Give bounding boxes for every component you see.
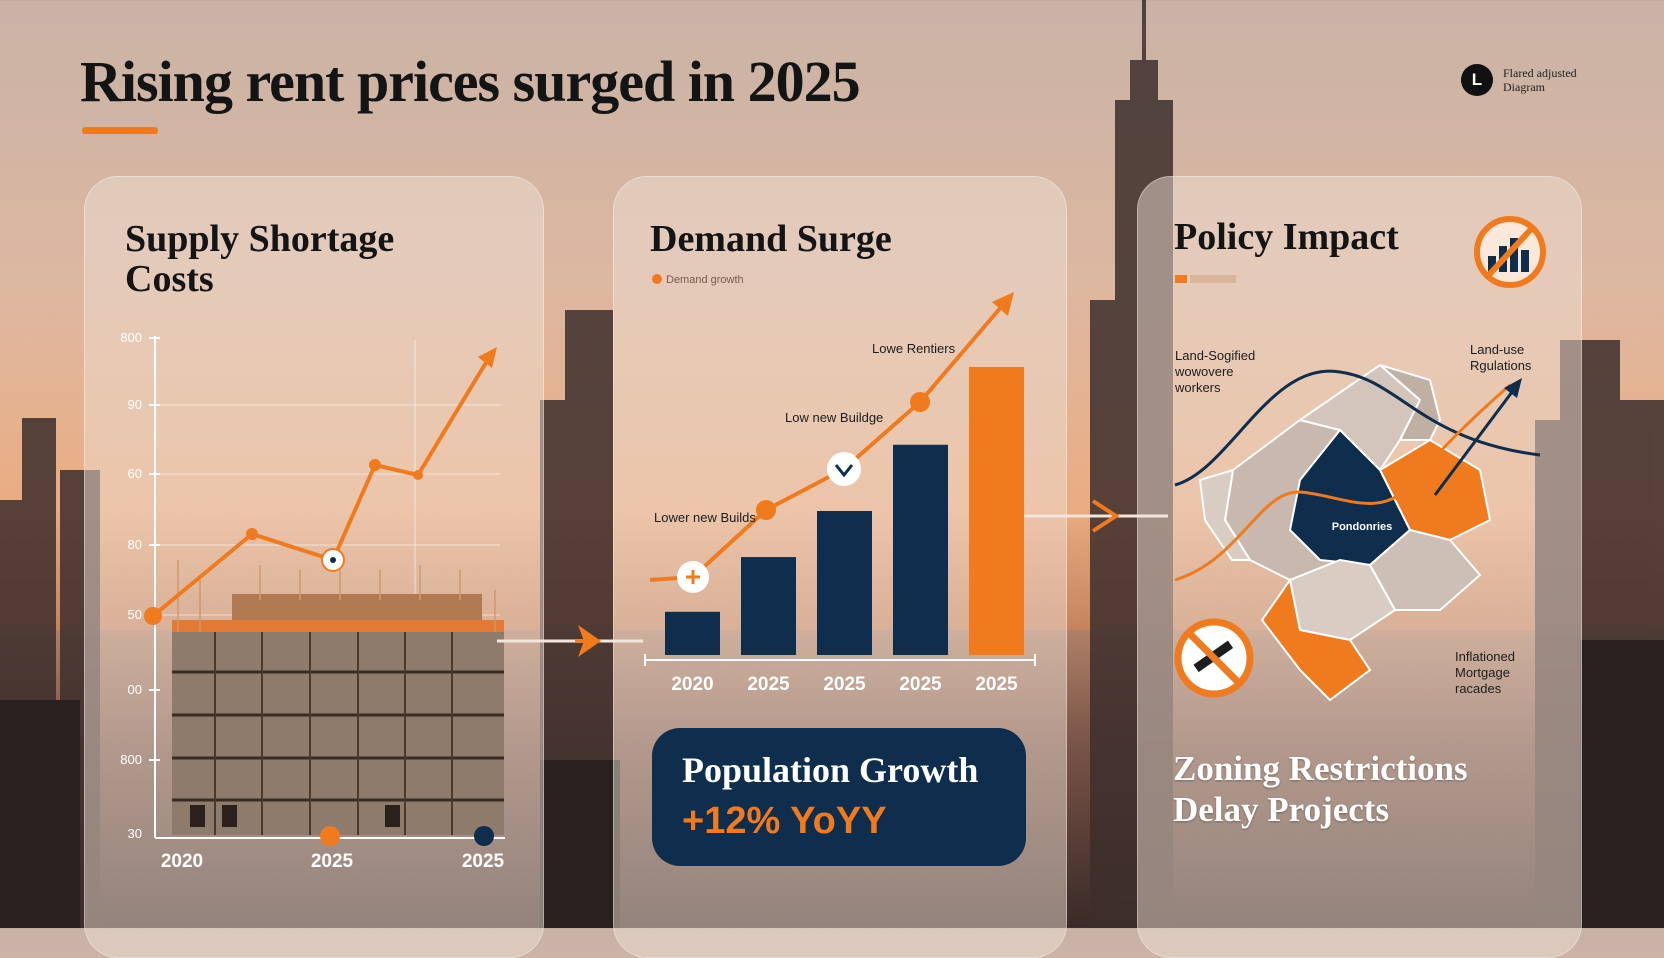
zoning-restrictions-text: Zoning Restrictions Delay Projects	[1173, 748, 1468, 830]
orange-marker-icon	[320, 826, 340, 846]
annotation-low-new-buildge: Low new Buildge	[785, 410, 883, 425]
policy-panel-title: Policy Impact	[1174, 216, 1399, 258]
policy-label-bottom-1: Inflationed	[1455, 649, 1515, 664]
dot-marker-icon	[474, 826, 494, 846]
connector-arrow-1	[497, 625, 643, 657]
demand-bar	[969, 367, 1024, 655]
demand-bars	[665, 367, 1024, 655]
supply-y-tick: 800	[120, 330, 142, 345]
demand-x-label: 2020	[671, 674, 713, 695]
supply-x-label: 2025	[311, 851, 354, 872]
policy-label-right-2: Rgulations	[1470, 358, 1532, 373]
policy-label-left-1: Land-Sogified	[1175, 348, 1255, 363]
supply-title-line-1: Supply Shortage	[125, 218, 395, 260]
population-growth-label: Population Growth	[682, 750, 979, 790]
supply-y-tick: 90	[128, 397, 142, 412]
supply-y-tick: 30	[128, 826, 142, 841]
supply-panel-title: Supply Shortage Costs	[125, 219, 394, 299]
page-title: Rising rent prices surged in 2025	[80, 49, 861, 114]
demand-legend-text: Demand growth	[666, 274, 744, 286]
supply-y-tick: 60	[128, 466, 142, 481]
supply-y-tick: 00	[128, 682, 142, 697]
policy-label-bottom-2: Mortgage	[1455, 665, 1510, 680]
supply-y-tick: 80	[128, 537, 142, 552]
supply-y-tick: 800	[120, 752, 142, 767]
title-underline	[82, 127, 158, 134]
policy-legend	[1175, 275, 1236, 283]
population-growth-card: Population Growth +12% YoYY	[652, 728, 1026, 866]
annotation-lowe-rentiers: Lowe Rentiers	[872, 341, 956, 356]
policy-label-left-3: workers	[1174, 380, 1221, 395]
demand-x-label: 2025	[823, 674, 866, 695]
supply-x-label: 2020	[161, 851, 203, 872]
supply-x-label: 2025	[462, 851, 505, 872]
demand-legend: Demand growth	[652, 274, 744, 286]
demand-bar	[741, 557, 796, 655]
demand-x-label: 2025	[899, 674, 942, 695]
demand-panel-title: Demand Surge	[650, 218, 892, 260]
population-growth-value: +12% YoYY	[682, 800, 887, 842]
policy-label-right-1: Land-use	[1470, 342, 1524, 357]
plus-icon	[321, 548, 345, 572]
brand-line-2: Diagram	[1503, 80, 1545, 94]
infographic-overlay: 800 90 60 80 50 00 800 30	[120, 216, 1546, 872]
connector-arrow-2	[1024, 499, 1168, 533]
brand-logo-icon: L	[1461, 64, 1493, 96]
policy-map: Pondonries Land-Sogified wowo	[1174, 216, 1546, 702]
no-construction-icon	[1174, 618, 1254, 698]
demand-x-label: 2025	[747, 674, 790, 695]
demand-x-label: 2025	[975, 674, 1018, 695]
check-circle-icon	[827, 452, 861, 486]
policy-label-bottom-3: racades	[1455, 681, 1502, 696]
supply-chart: 800 90 60 80 50 00 800 30	[120, 330, 505, 872]
brand-badge: L Flared adjusted Diagram	[1461, 64, 1577, 96]
plus-circle-icon	[677, 561, 709, 593]
demand-chart: Demand growth 2020 2025 2025 2025 2025 Lower…	[644, 274, 1036, 695]
zoning-line-2: Delay Projects	[1173, 790, 1390, 829]
no-building-chart-icon	[1474, 216, 1546, 288]
zoning-line-1: Zoning Restrictions	[1173, 749, 1468, 788]
construction-building-illustration	[172, 560, 504, 835]
supply-title-line-2: Costs	[125, 258, 214, 300]
policy-label-left-2: wowovere	[1174, 364, 1234, 379]
supply-y-tick: 50	[128, 607, 142, 622]
demand-bar	[665, 611, 720, 655]
annotation-lower-new-builds: Lower new Builds	[654, 510, 756, 525]
brand-text: Flared adjusted Diagram	[1503, 66, 1577, 94]
demand-bar	[893, 444, 948, 655]
demand-bar	[817, 511, 872, 655]
brand-line-1: Flared adjusted	[1503, 66, 1577, 80]
map-center-label: Pondonries	[1332, 521, 1393, 533]
